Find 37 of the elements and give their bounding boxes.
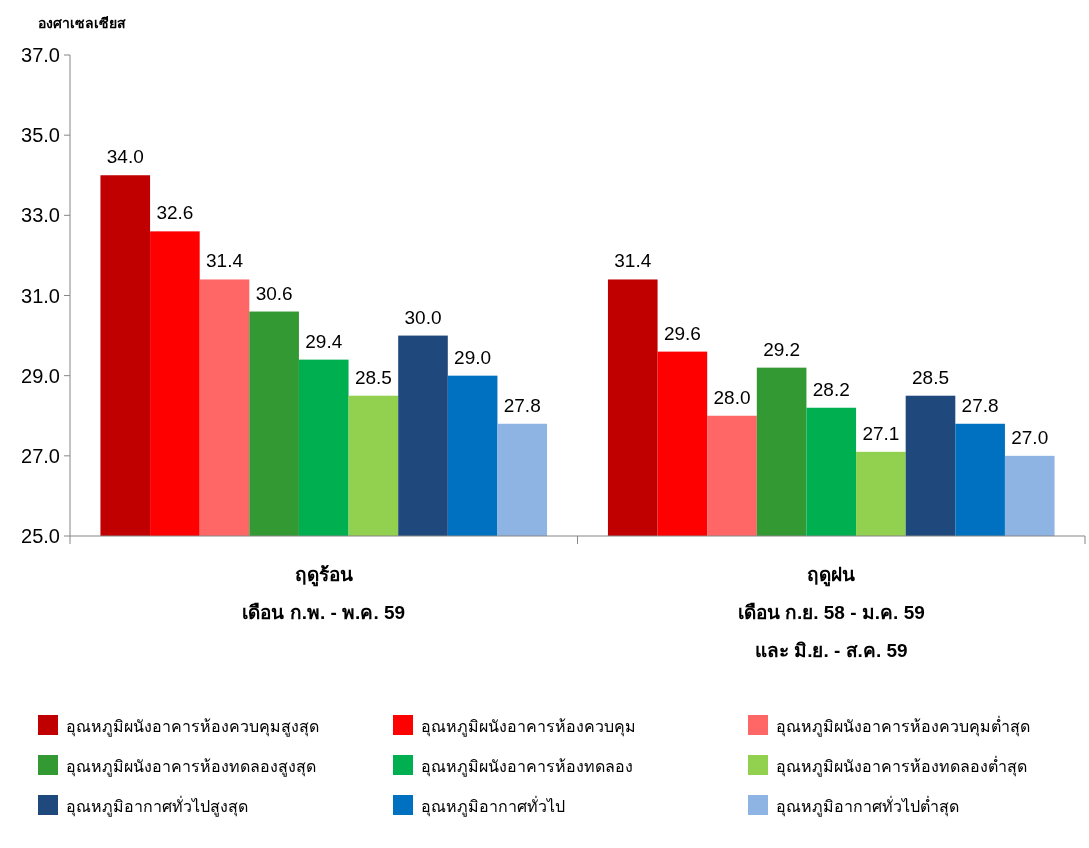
legend-label: อุณหภูมิผนังอาคารห้องทดลองต่ำสุด	[776, 755, 1027, 777]
y-tick-label: 33.0	[21, 204, 60, 227]
data-label: 29.6	[663, 322, 701, 344]
y-tick-label: 37.0	[21, 44, 60, 66]
data-label: 27.0	[1011, 426, 1049, 448]
y-tick-label: 31.0	[21, 284, 60, 307]
legend-label: อุณหภูมิอากาศทั่วไปสูงสุด	[66, 795, 248, 817]
data-label: 30.6	[255, 282, 293, 304]
y-tick-label: 27.0	[21, 444, 60, 467]
y-axis-title: องศาเซลเซียส	[38, 15, 126, 31]
y-tick-label: 29.0	[21, 364, 60, 387]
legend-label: อุณหภูมิอากาศทั่วไปต่ำสุด	[776, 795, 959, 817]
legend-label: อุณหภูมิผนังอาคารห้องควบคุมสูงสุด	[66, 718, 319, 737]
x-tick-label: ฤดูร้อน เดือน ก.พ. - พ.ค. 59	[242, 564, 406, 623]
data-label: 28.5	[912, 366, 949, 388]
y-tick-label: 25.0	[21, 525, 60, 547]
data-label: 27.1	[862, 422, 900, 444]
data-label: 32.6	[156, 202, 194, 224]
legend-label: อุณหภูมิผนังอาคารห้องควบคุมต่ำสุด	[776, 715, 1030, 737]
data-label: 29.0	[454, 346, 492, 368]
data-label: 28.5	[354, 366, 392, 388]
legend-label: อุณหภูมิผนังอาคารห้องควบคุม	[421, 718, 636, 737]
data-label: 29.2	[763, 338, 801, 360]
data-label: 28.0	[713, 386, 751, 408]
data-label: 28.2	[812, 378, 850, 400]
data-label: 27.8	[961, 394, 999, 416]
data-label: 27.8	[503, 394, 541, 416]
legend-label: อุณหภูมิอากาศทั่วไป	[421, 795, 565, 817]
data-label: 31.4	[614, 250, 652, 272]
data-label: 29.4	[305, 330, 343, 352]
x-tick-label: ฤดูฝน เดือน ก.ย. 58 - ม.ค. 59 และ มิ.ย. - ส.ค. 59	[737, 564, 925, 661]
legend-label: อุณหภูมิผนังอาคารห้องทดลองสูงสุด	[66, 758, 316, 777]
y-tick-label: 35.0	[21, 124, 60, 147]
data-label: 30.0	[404, 306, 442, 328]
legend-label: อุณหภูมิผนังอาคารห้องทดลอง	[421, 758, 633, 777]
data-label: 34.0	[106, 146, 144, 168]
data-label: 31.4	[206, 250, 244, 272]
